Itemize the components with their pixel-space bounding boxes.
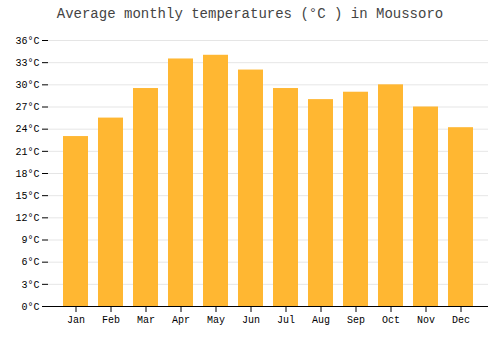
svg-text:24°C: 24°C: [15, 124, 39, 135]
svg-text:6°C: 6°C: [21, 257, 39, 268]
svg-text:Jan: Jan: [67, 315, 85, 326]
svg-text:21°C: 21°C: [15, 147, 39, 158]
svg-text:0°C: 0°C: [21, 302, 39, 313]
svg-text:3°C: 3°C: [21, 280, 39, 291]
svg-text:Jul: Jul: [277, 315, 295, 326]
svg-text:Feb: Feb: [102, 315, 120, 326]
svg-text:Apr: Apr: [172, 315, 190, 326]
svg-text:Nov: Nov: [417, 315, 435, 326]
svg-text:May: May: [207, 315, 225, 326]
svg-text:Aug: Aug: [312, 315, 330, 326]
svg-text:Jun: Jun: [242, 315, 260, 326]
svg-text:Sep: Sep: [347, 315, 365, 326]
svg-text:36°C: 36°C: [15, 36, 39, 47]
svg-text:18°C: 18°C: [15, 169, 39, 180]
svg-text:Dec: Dec: [452, 315, 470, 326]
html-text:Average monthly temperatures (: Average monthly temperatures (°C ) in Mo…: [56, 6, 444, 22]
svg-text:Mar: Mar: [137, 315, 155, 326]
svg-text:27°C: 27°C: [15, 102, 39, 113]
svg-text:15°C: 15°C: [15, 191, 39, 202]
svg-text:Oct: Oct: [382, 315, 400, 326]
svg-text:33°C: 33°C: [15, 58, 39, 69]
svg-text:12°C: 12°C: [15, 213, 39, 224]
svg-text:9°C: 9°C: [21, 235, 39, 246]
svg-text:30°C: 30°C: [15, 80, 39, 91]
